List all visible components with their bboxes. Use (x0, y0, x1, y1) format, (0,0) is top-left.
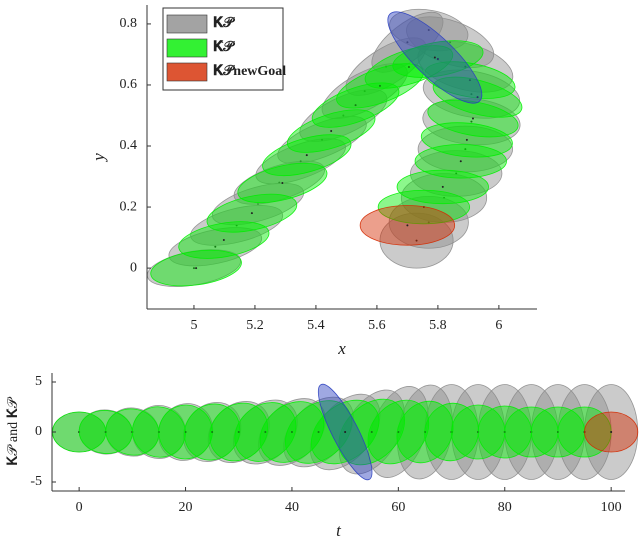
center-dot (415, 239, 418, 242)
center-dot (344, 431, 347, 433)
y-tick-label: 5 (35, 374, 42, 389)
center-dot (470, 93, 473, 96)
ellipse-series (150, 40, 523, 287)
center-dot (427, 29, 430, 32)
center-dot (354, 104, 357, 107)
center-dot (406, 41, 409, 44)
center-dot (465, 138, 468, 141)
x-tick-label: 5.8 (429, 318, 447, 333)
center-dot (397, 431, 400, 433)
center-dot (290, 431, 293, 433)
legend-swatch (166, 62, 208, 82)
legend-swatch (166, 14, 208, 34)
center-dot (264, 431, 267, 433)
center-dot (281, 181, 284, 184)
center-dot (449, 41, 452, 44)
x-tick-label: 6 (495, 318, 502, 333)
center-dot (211, 431, 214, 433)
y-tick-label: 0.8 (120, 16, 138, 31)
x-tick-label: 80 (498, 500, 512, 515)
center-dot (427, 221, 430, 224)
y-tick-label: 0 (35, 424, 42, 439)
center-dot (363, 90, 366, 93)
ellipse-series (52, 398, 612, 466)
center-dot (195, 267, 198, 270)
center-dot (470, 120, 473, 123)
center-dot (441, 185, 444, 188)
center-dot (250, 212, 253, 215)
ellipse-series (359, 205, 456, 246)
center-dot (436, 58, 439, 61)
center-dot (406, 224, 409, 227)
ellipse-series (317, 383, 373, 481)
center-dot (378, 84, 381, 87)
x-tick-label: 5.4 (307, 318, 325, 333)
ellipse-series (146, 8, 521, 287)
center-dot (471, 117, 474, 120)
center-dot (468, 79, 471, 82)
y-axis-label: y (89, 153, 108, 163)
ellipse-series (584, 411, 639, 453)
y-tick-label: -5 (30, 474, 42, 489)
y-tick-label: 0 (130, 260, 137, 275)
center-dot (237, 431, 240, 433)
center-dot (299, 160, 302, 163)
x-tick-label: 5 (190, 318, 197, 333)
y-axis-label: 𝐊𝒫 and 𝐊̂𝒫 (6, 396, 21, 466)
legend-label: 𝐊̂𝒫 (213, 39, 235, 55)
center-dot (476, 96, 479, 99)
x-tick-label: 5.6 (368, 318, 386, 333)
x-tick-label: 60 (391, 500, 405, 515)
legend-swatch (166, 38, 208, 58)
ellipse-series (387, 11, 483, 104)
center-dot (370, 431, 373, 433)
x-tick-label: 20 (179, 500, 193, 515)
center-dot (330, 130, 333, 133)
x-tick-label: 5.2 (246, 318, 264, 333)
center-dot (214, 245, 217, 248)
center-dot (192, 267, 195, 270)
center-dot (433, 56, 436, 59)
center-dot (342, 114, 345, 117)
center-dot (464, 65, 467, 68)
center-dot (321, 138, 324, 141)
x-axis-label: x (337, 339, 346, 358)
center-dot (464, 148, 467, 151)
center-dot (305, 154, 308, 157)
x-tick-label: 100 (601, 500, 622, 515)
x-tick-label: 0 (76, 500, 83, 515)
center-dot (317, 431, 320, 433)
y-tick-label: 0.2 (120, 199, 138, 214)
center-dot (610, 431, 613, 433)
legend-label: 𝐊𝒫newGoal (213, 63, 286, 79)
x-axis-label: t (336, 521, 342, 539)
legend-label: 𝐊𝒫 (213, 15, 235, 31)
center-dot (222, 239, 225, 242)
center-dot (407, 65, 410, 68)
y-tick-label: 0.6 (120, 77, 138, 92)
center-dot (459, 160, 462, 163)
y-tick-label: 0.4 (120, 138, 138, 153)
x-tick-label: 40 (285, 500, 299, 515)
